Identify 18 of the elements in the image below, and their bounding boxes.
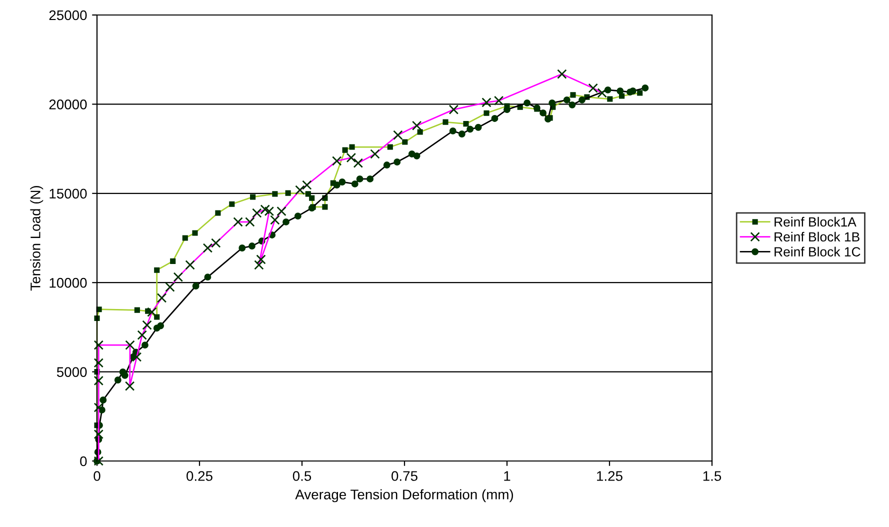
x-tick-label: 1 [504,471,510,481]
legend-label: Reinf Block 1C [774,246,860,256]
y-tick-label: 20000 [49,100,87,110]
x-tick-label: 1.25 [597,471,622,481]
y-tick-label: 5000 [56,367,87,377]
y-tick-label: 25000 [49,10,87,20]
x-axis-title: Average Tension Deformation (mm) [295,489,514,502]
x-tick-label: 0.5 [292,471,312,481]
x-tick-label: 0.75 [392,471,418,481]
x-tick-label: 0.25 [186,471,212,481]
y-tick-label: 15000 [50,188,87,199]
legend-label: Reinf Block 1B [774,232,860,242]
x-tick-label: 1.5 [703,471,722,481]
y-tick-label: 0 [80,456,87,466]
legend-label: Reinf Block1A [774,216,856,227]
y-axis-title: Tension Load (N) [30,186,44,291]
x-tick-label: 0 [94,471,100,481]
y-tick-label: 10000 [50,278,87,288]
